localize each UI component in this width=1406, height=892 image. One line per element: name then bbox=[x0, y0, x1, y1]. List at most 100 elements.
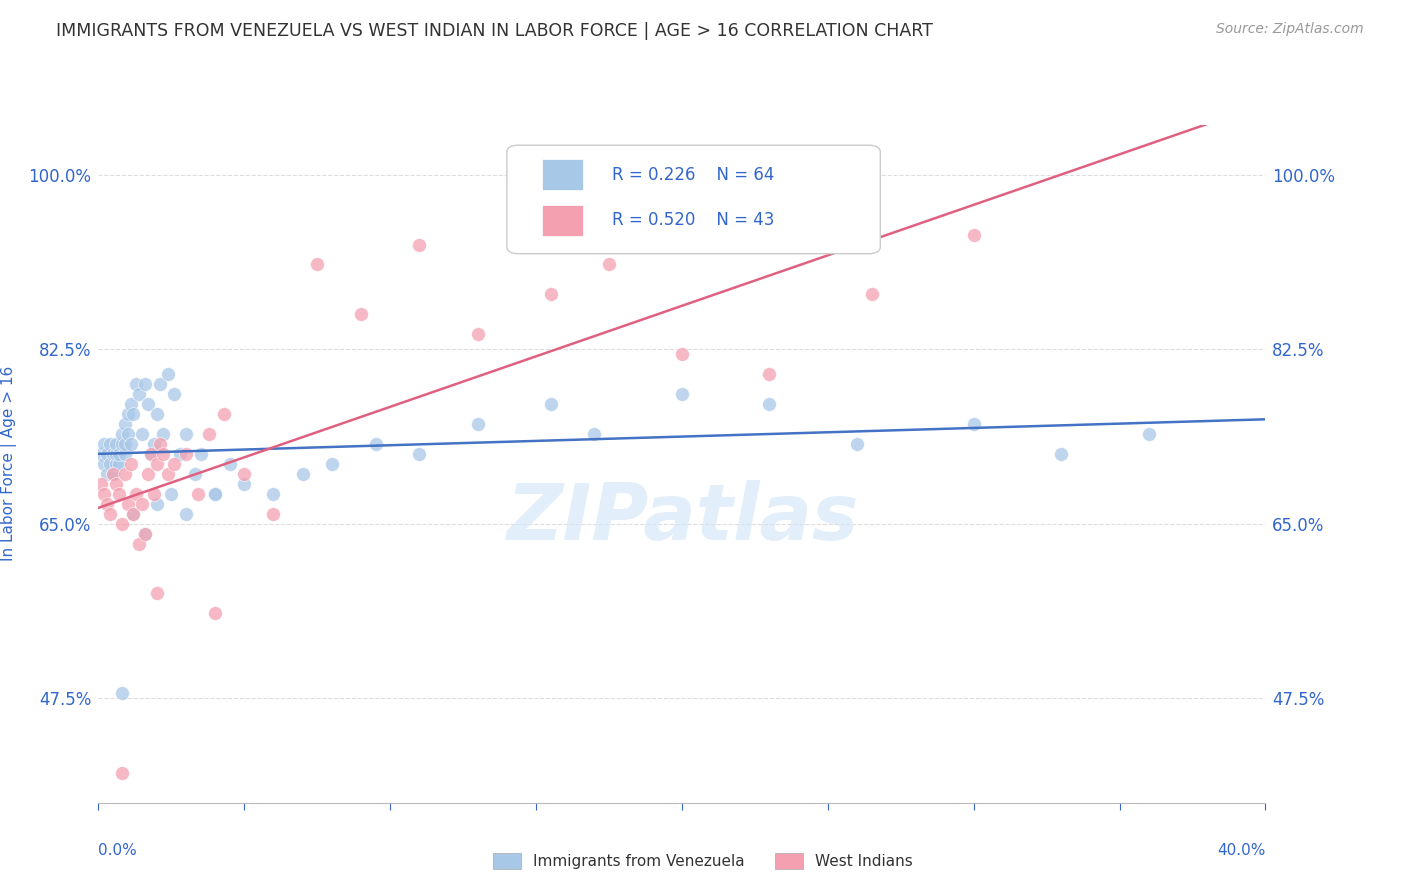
Point bbox=[104, 457, 127, 471]
Point bbox=[93, 437, 115, 451]
Point bbox=[350, 307, 373, 321]
Point bbox=[104, 447, 127, 461]
Point bbox=[845, 437, 868, 451]
Point bbox=[96, 447, 118, 461]
Point bbox=[111, 426, 134, 441]
Point bbox=[134, 526, 156, 541]
Point bbox=[149, 377, 172, 392]
Text: R = 0.226    N = 64: R = 0.226 N = 64 bbox=[612, 166, 775, 184]
Point bbox=[212, 407, 235, 421]
Point bbox=[122, 507, 145, 521]
Point bbox=[962, 227, 984, 242]
Point bbox=[321, 457, 343, 471]
Point bbox=[262, 487, 284, 501]
Point bbox=[98, 437, 121, 451]
Point bbox=[204, 607, 226, 621]
Point bbox=[157, 367, 180, 381]
Point bbox=[758, 367, 780, 381]
Point bbox=[125, 487, 148, 501]
Point bbox=[134, 377, 156, 392]
Point bbox=[111, 437, 134, 451]
Y-axis label: In Labor Force | Age > 16: In Labor Force | Age > 16 bbox=[1, 367, 17, 561]
Point bbox=[408, 447, 430, 461]
Point bbox=[131, 426, 153, 441]
Text: ZIPatlas: ZIPatlas bbox=[506, 480, 858, 556]
Point bbox=[114, 447, 136, 461]
FancyBboxPatch shape bbox=[541, 160, 582, 190]
Point bbox=[160, 487, 183, 501]
Point bbox=[183, 467, 205, 481]
Point bbox=[122, 407, 145, 421]
Point bbox=[90, 476, 112, 491]
Point bbox=[307, 257, 329, 271]
Point bbox=[467, 327, 489, 342]
Point bbox=[169, 447, 191, 461]
Point bbox=[1137, 426, 1160, 441]
Point bbox=[108, 457, 131, 471]
Point bbox=[120, 437, 142, 451]
Point bbox=[540, 287, 562, 301]
Point bbox=[117, 426, 139, 441]
Point bbox=[104, 476, 127, 491]
Point bbox=[136, 397, 159, 411]
Point bbox=[598, 257, 620, 271]
Point bbox=[120, 457, 142, 471]
Point bbox=[142, 437, 165, 451]
Point bbox=[187, 487, 209, 501]
Point bbox=[146, 457, 169, 471]
Point bbox=[198, 426, 221, 441]
Point bbox=[125, 377, 148, 392]
Point bbox=[128, 536, 150, 550]
Point bbox=[364, 437, 387, 451]
Point bbox=[90, 447, 112, 461]
Point bbox=[583, 426, 606, 441]
Point bbox=[291, 467, 314, 481]
Point bbox=[139, 447, 162, 461]
Point bbox=[408, 237, 430, 252]
Point bbox=[204, 487, 226, 501]
Point bbox=[96, 467, 118, 481]
Point bbox=[101, 467, 124, 481]
Point bbox=[146, 586, 169, 600]
Point bbox=[233, 467, 256, 481]
Point bbox=[93, 487, 115, 501]
Point bbox=[758, 397, 780, 411]
Point bbox=[860, 287, 883, 301]
FancyBboxPatch shape bbox=[506, 145, 880, 253]
Point bbox=[157, 467, 180, 481]
Point bbox=[136, 467, 159, 481]
Point bbox=[122, 507, 145, 521]
Point bbox=[101, 467, 124, 481]
Point bbox=[120, 397, 142, 411]
Point bbox=[139, 447, 162, 461]
Point bbox=[131, 497, 153, 511]
Text: 40.0%: 40.0% bbox=[1218, 843, 1265, 858]
Point bbox=[98, 507, 121, 521]
Point bbox=[540, 397, 562, 411]
Point bbox=[671, 347, 693, 361]
Point bbox=[146, 407, 169, 421]
Point bbox=[96, 497, 118, 511]
Point bbox=[142, 487, 165, 501]
Point bbox=[962, 417, 984, 431]
Point bbox=[233, 476, 256, 491]
Legend: Immigrants from Venezuela, West Indians: Immigrants from Venezuela, West Indians bbox=[488, 847, 918, 875]
Point bbox=[163, 387, 186, 401]
Point bbox=[108, 447, 131, 461]
Point bbox=[671, 387, 693, 401]
Point bbox=[152, 447, 174, 461]
Point bbox=[163, 457, 186, 471]
Point bbox=[146, 497, 169, 511]
Point bbox=[111, 765, 134, 780]
Text: R = 0.520    N = 43: R = 0.520 N = 43 bbox=[612, 211, 775, 229]
Point bbox=[262, 507, 284, 521]
Point bbox=[93, 457, 115, 471]
Point bbox=[128, 387, 150, 401]
Point bbox=[152, 426, 174, 441]
Point bbox=[117, 497, 139, 511]
Point bbox=[101, 447, 124, 461]
Point bbox=[104, 437, 127, 451]
Text: Source: ZipAtlas.com: Source: ZipAtlas.com bbox=[1216, 22, 1364, 37]
Point bbox=[114, 417, 136, 431]
Point bbox=[174, 447, 197, 461]
